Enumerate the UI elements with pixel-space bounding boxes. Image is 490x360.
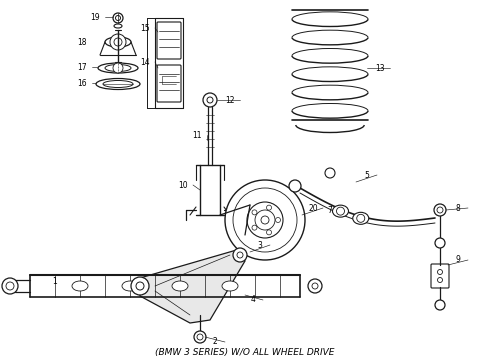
Circle shape [247, 202, 283, 238]
Circle shape [6, 282, 14, 290]
Ellipse shape [353, 212, 369, 224]
Ellipse shape [72, 281, 88, 291]
Circle shape [207, 97, 213, 103]
Circle shape [113, 13, 123, 23]
Circle shape [255, 210, 275, 230]
Text: 15: 15 [140, 23, 150, 32]
Text: 5: 5 [365, 171, 369, 180]
Circle shape [337, 207, 344, 215]
Circle shape [110, 34, 126, 50]
Ellipse shape [105, 64, 131, 72]
Ellipse shape [122, 281, 138, 291]
Circle shape [357, 214, 365, 222]
Circle shape [225, 180, 305, 260]
Text: 14: 14 [140, 58, 150, 67]
Circle shape [131, 277, 149, 295]
Circle shape [267, 205, 271, 210]
Circle shape [197, 334, 203, 340]
Circle shape [435, 300, 445, 310]
Text: 7: 7 [327, 206, 332, 215]
Circle shape [252, 225, 257, 230]
Text: 10: 10 [178, 180, 188, 189]
Circle shape [289, 180, 301, 192]
Ellipse shape [172, 281, 188, 291]
Polygon shape [140, 249, 245, 323]
Text: 19: 19 [90, 13, 100, 22]
Circle shape [136, 282, 144, 290]
Circle shape [312, 283, 318, 289]
Text: 1: 1 [52, 278, 57, 287]
Text: 4: 4 [250, 296, 255, 305]
Circle shape [194, 331, 206, 343]
Text: 3: 3 [258, 240, 263, 249]
Circle shape [203, 93, 217, 107]
Circle shape [237, 252, 243, 258]
Text: 9: 9 [456, 256, 461, 265]
Text: 11: 11 [192, 131, 202, 140]
Circle shape [308, 279, 322, 293]
Circle shape [438, 270, 442, 274]
Circle shape [252, 210, 257, 215]
Circle shape [325, 168, 335, 178]
Circle shape [434, 204, 446, 216]
Circle shape [233, 188, 297, 252]
Circle shape [2, 278, 18, 294]
Text: 8: 8 [456, 203, 461, 212]
Circle shape [261, 216, 269, 224]
FancyBboxPatch shape [157, 22, 181, 59]
Circle shape [275, 217, 280, 222]
Text: 12: 12 [225, 95, 235, 104]
Ellipse shape [103, 81, 133, 87]
Circle shape [438, 278, 442, 283]
Text: 2: 2 [213, 338, 218, 346]
Circle shape [435, 238, 445, 248]
Ellipse shape [114, 24, 122, 28]
Ellipse shape [96, 78, 140, 90]
Ellipse shape [222, 281, 238, 291]
Text: 16: 16 [77, 78, 87, 87]
Circle shape [233, 248, 247, 262]
Text: 17: 17 [77, 63, 87, 72]
Text: (BMW 3 SERIES) W/O ALL WHEEL DRIVE: (BMW 3 SERIES) W/O ALL WHEEL DRIVE [155, 347, 335, 356]
FancyBboxPatch shape [157, 65, 181, 102]
FancyBboxPatch shape [431, 264, 449, 288]
Circle shape [116, 15, 121, 21]
Text: 18: 18 [77, 37, 87, 46]
Circle shape [113, 63, 123, 73]
Circle shape [114, 38, 122, 46]
Circle shape [437, 207, 443, 213]
Circle shape [267, 230, 271, 235]
Ellipse shape [333, 205, 348, 217]
Ellipse shape [105, 37, 131, 47]
Ellipse shape [98, 63, 138, 73]
Text: 13: 13 [375, 63, 385, 72]
Text: 20: 20 [308, 203, 318, 212]
